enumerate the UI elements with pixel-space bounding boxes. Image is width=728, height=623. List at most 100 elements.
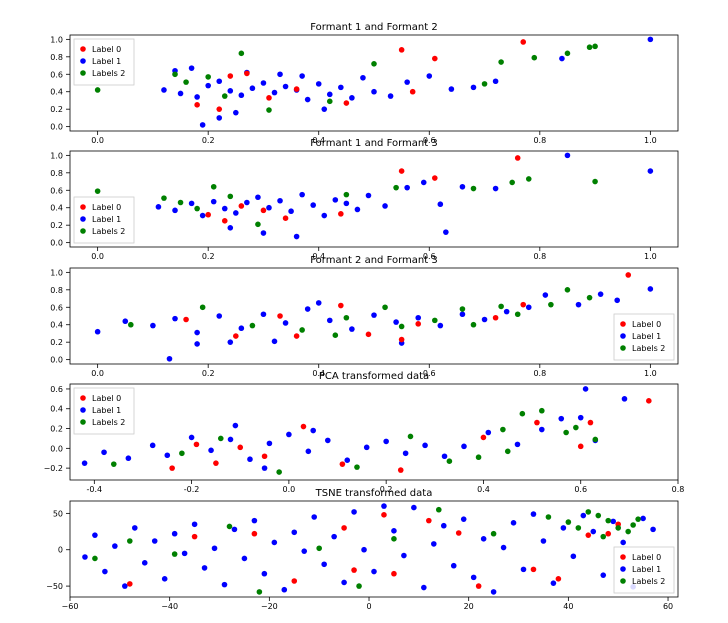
- chart-1-point-labels-2-8: [393, 184, 399, 191]
- chart-4-point-label-1-51: [590, 528, 597, 535]
- chart-2-point-label-0-9: [625, 272, 632, 278]
- chart-1-point-label-1-30: [443, 229, 449, 235]
- chart-2-point-label-1-27: [227, 339, 234, 345]
- chart-1-point-label-1-9: [266, 204, 272, 211]
- chart-4-point-label-1-29: [371, 568, 377, 575]
- chart-3-point-label-1-24: [577, 414, 584, 421]
- chart-4-point-label-1-44: [520, 566, 527, 573]
- chart-1-x-tick-label-2: 0.4: [312, 252, 325, 261]
- chart-4-point-labels-2-14: [605, 517, 612, 524]
- chart-4-point-label-0-9: [455, 530, 462, 536]
- chart-0-point-label-1-3: [205, 82, 211, 89]
- chart-4-point-label-1-36: [440, 522, 447, 529]
- chart-4-point-label-1-33: [411, 504, 417, 511]
- chart-2-title: Formant 2 and Formant 3: [310, 255, 437, 266]
- chart-0-x-tick-label-4: 0.8: [533, 136, 546, 145]
- chart-0-point-label-1-35: [188, 65, 195, 71]
- chart-1-point-label-1-4: [210, 198, 217, 205]
- chart-0-point-label-0-7: [409, 88, 416, 95]
- chart-2-point-label-0-0: [183, 316, 189, 323]
- chart-3-point-labels-2-8: [500, 426, 506, 433]
- chart-0-point-labels-2-12: [564, 50, 571, 57]
- chart-0-point-labels-2-1: [172, 71, 178, 78]
- chart-2-point-labels-2-5: [382, 304, 388, 311]
- chart-0-point-label-1-26: [647, 36, 654, 43]
- chart-1-point-labels-2-1: [161, 195, 167, 201]
- chart-0-point-label-1-1: [177, 90, 184, 97]
- chart-3-point-labels-2-4: [354, 464, 360, 470]
- chart-0-point-labels-2-9: [481, 81, 488, 87]
- chart-4-point-label-1-22: [301, 548, 308, 554]
- chart-4-point-label-1-9: [171, 530, 178, 537]
- chart-0-y-tick-label-2: 0.4: [50, 88, 63, 97]
- chart-0-point-label-1-23: [470, 84, 477, 91]
- chart-1-point-label-1-1: [172, 207, 178, 214]
- chart-0-point-label-0-1: [216, 106, 223, 112]
- chart-4-point-label-1-46: [540, 538, 547, 544]
- chart-4-point-label-1-37: [450, 562, 457, 569]
- chart-3-points: [81, 386, 652, 475]
- chart-3-point-label-1-26: [621, 396, 628, 402]
- chart-3-legend-label-2: Labels 2: [92, 418, 125, 427]
- chart-0-point-label-0-2: [227, 73, 234, 79]
- chart-4-point-labels-2-19: [600, 533, 607, 540]
- chart-1-point-label-0-4: [282, 215, 289, 221]
- chart-0-x-tick-label-1: 0.2: [202, 136, 215, 145]
- chart-2-point-labels-2-14: [332, 332, 339, 339]
- chart-1-point-labels-2-9: [470, 185, 477, 192]
- chart-1-point-label-0-5: [338, 211, 344, 217]
- chart-3-y-tick-label-1: 0.0: [50, 444, 63, 453]
- chart-2-point-label-1-20: [542, 292, 549, 298]
- chart-4-point-label-0-7: [391, 570, 397, 577]
- chart-2-point-label-1-26: [194, 341, 200, 347]
- chart-3-point-label-0-12: [587, 419, 594, 426]
- chart-2-legend-label-2: Labels 2: [632, 344, 665, 353]
- chart-2-points: [94, 272, 654, 362]
- chart-4-point-label-1-32: [401, 552, 407, 559]
- chart-4-point-label-1-23: [311, 514, 317, 520]
- chart-1-legend-label-1: Label 1: [92, 215, 121, 224]
- chart-4-point-label-1-40: [480, 536, 487, 542]
- chart-4-point-labels-2-15: [615, 525, 621, 531]
- chart-1-x-tick-label-4: 0.8: [533, 252, 546, 261]
- chart-1-points: [94, 152, 654, 240]
- chart-1-legend-label-2: Labels 2: [92, 227, 125, 236]
- chart-2-point-label-1-2: [150, 322, 156, 329]
- chart-3-point-label-0-3: [237, 444, 244, 451]
- chart-0-point-label-1-15: [338, 84, 344, 91]
- chart-4-point-label-1-49: [570, 553, 577, 560]
- chart-0-y-tick-label-3: 0.6: [50, 70, 63, 79]
- chart-3-point-label-0-4: [261, 453, 268, 460]
- chart-2-y-tick-label-5: 1.0: [50, 268, 63, 277]
- chart-3-legend-label-0: Label 0: [92, 394, 121, 403]
- chart-1-point-labels-2-5: [227, 193, 234, 200]
- chart-3-point-label-1-13: [344, 457, 351, 464]
- chart-0-legend-marker-0: [80, 46, 86, 52]
- chart-4-point-label-1-14: [221, 581, 228, 588]
- chart-3-point-label-1-14: [363, 444, 370, 451]
- chart-1: Formant 1 and Formant 3 0.0 0.2 0.4 0.6 0.8 1.…: [50, 138, 679, 261]
- chart-4-point-labels-2-0: [92, 555, 98, 562]
- chart-4-y-tick-label-1: 0: [58, 546, 63, 555]
- chart-2-point-label-0-2: [277, 313, 283, 319]
- chart-0-legend-marker-2: [80, 70, 86, 76]
- chart-4-point-label-1-28: [361, 546, 367, 553]
- chart-0-point-label-1-17: [360, 74, 366, 81]
- chart-3-point-label-0-8: [480, 434, 487, 441]
- chart-4-point-labels-2-3: [226, 523, 233, 530]
- chart-3-point-label-0-11: [646, 398, 652, 404]
- chart-3-point-label-1-18: [441, 453, 448, 460]
- chart-4-point-label-1-17: [251, 517, 258, 524]
- chart-1-point-label-1-8: [255, 194, 261, 201]
- chart-4-point-label-1-25: [331, 533, 337, 540]
- chart-2-point-label-0-3: [293, 333, 300, 339]
- chart-4-point-label-0-13: [585, 532, 592, 538]
- chart-4-point-label-1-24: [321, 561, 327, 568]
- chart-0-point-label-0-0: [194, 102, 200, 108]
- chart-4-point-labels-2-5: [316, 545, 322, 552]
- chart-2-point-label-1-24: [647, 286, 654, 292]
- chart-2-legend-marker-1: [620, 333, 626, 339]
- chart-1-point-label-1-11: [288, 208, 294, 215]
- chart-4: TSNE transformed data −60 −40 −20 0 20 40 60 −50…: [46, 488, 679, 611]
